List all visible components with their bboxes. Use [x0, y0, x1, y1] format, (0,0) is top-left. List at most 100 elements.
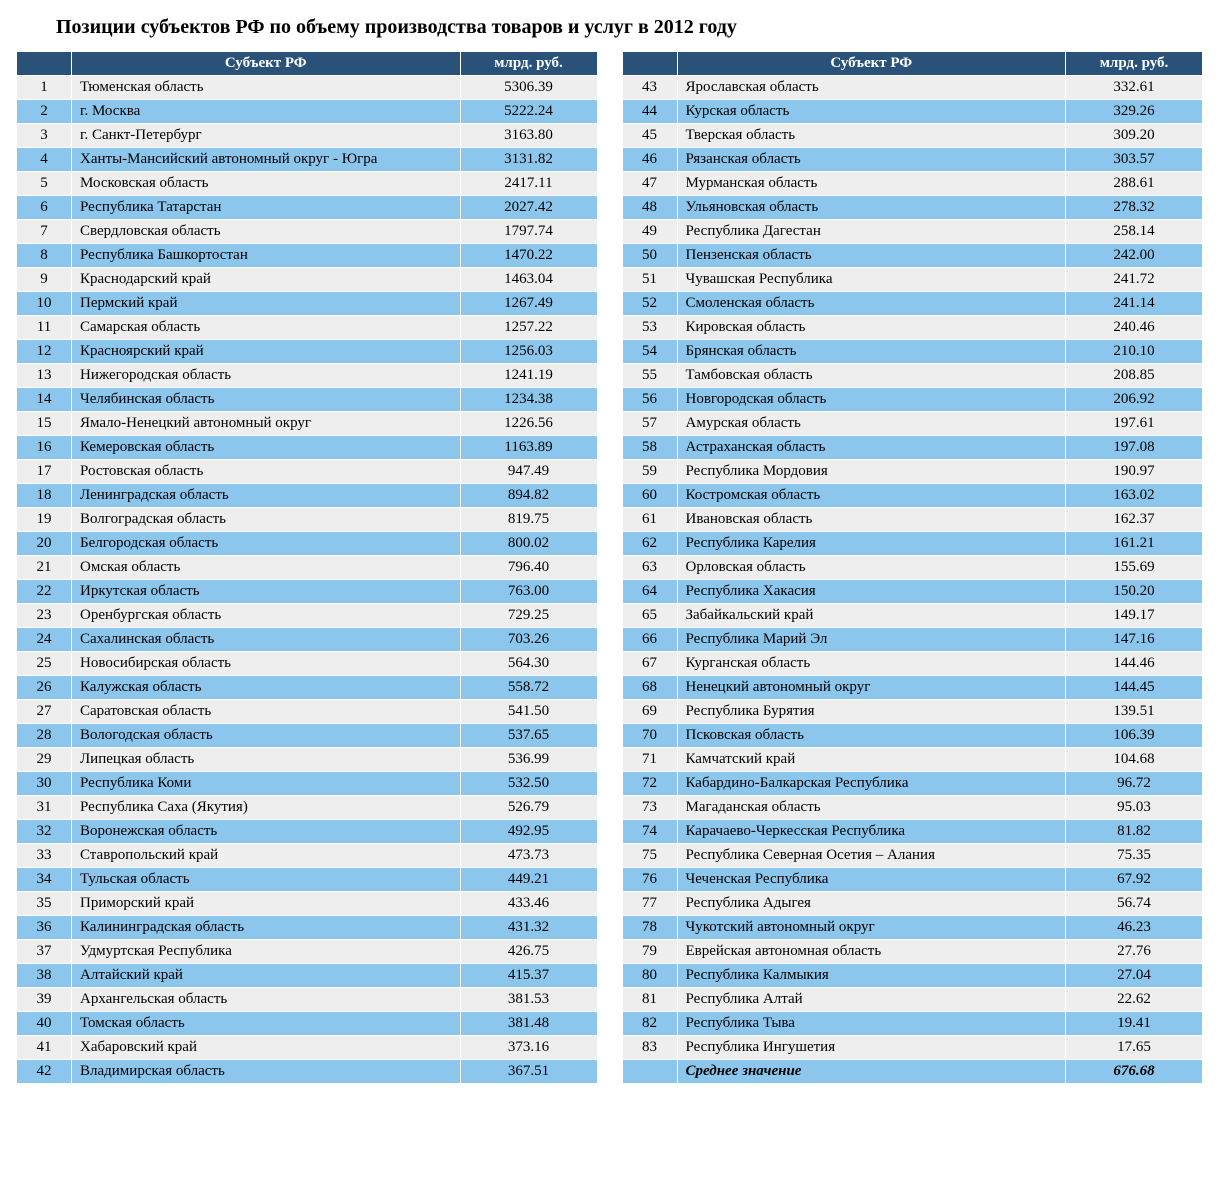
cell-value: 96.72 — [1066, 772, 1203, 796]
table-row: 37Удмуртская Республика426.75 — [17, 940, 598, 964]
cell-name: Республика Адыгея — [677, 892, 1066, 916]
cell-rank: 37 — [17, 940, 72, 964]
cell-name: Республика Северная Осетия – Алания — [677, 844, 1066, 868]
cell-rank: 22 — [17, 580, 72, 604]
cell-value: 106.39 — [1066, 724, 1203, 748]
cell-rank: 2 — [17, 100, 72, 124]
cell-value: 19.41 — [1066, 1012, 1203, 1036]
cell-rank: 71 — [622, 748, 677, 772]
cell-rank: 8 — [17, 244, 72, 268]
cell-value: 433.46 — [460, 892, 597, 916]
cell-rank: 82 — [622, 1012, 677, 1036]
table-row: 52Смоленская область241.14 — [622, 292, 1203, 316]
cell-name: Ленинградская область — [72, 484, 461, 508]
table-row: 18Ленинградская область894.82 — [17, 484, 598, 508]
cell-rank: 65 — [622, 604, 677, 628]
cell-rank: 69 — [622, 700, 677, 724]
cell-rank: 51 — [622, 268, 677, 292]
cell-name: Нижегородская область — [72, 364, 461, 388]
cell-name: Омская область — [72, 556, 461, 580]
cell-value: 95.03 — [1066, 796, 1203, 820]
cell-rank: 32 — [17, 820, 72, 844]
cell-name: Республика Татарстан — [72, 196, 461, 220]
cell-value: 241.72 — [1066, 268, 1203, 292]
table-row: 10Пермский край1267.49 — [17, 292, 598, 316]
table-row: 30Республика Коми532.50 — [17, 772, 598, 796]
cell-name: Орловская область — [677, 556, 1066, 580]
cell-rank: 45 — [622, 124, 677, 148]
header-name: Субъект РФ — [72, 52, 461, 76]
page-title: Позиции субъектов РФ по объему производс… — [16, 16, 1203, 39]
cell-value: 526.79 — [460, 796, 597, 820]
cell-value: 309.20 — [1066, 124, 1203, 148]
cell-rank: 50 — [622, 244, 677, 268]
cell-name: Самарская область — [72, 316, 461, 340]
cell-value: 22.62 — [1066, 988, 1203, 1012]
table-row: 36Калининградская область431.32 — [17, 916, 598, 940]
cell-value: 3163.80 — [460, 124, 597, 148]
table-row: 80Республика Калмыкия27.04 — [622, 964, 1203, 988]
table-row: 11Самарская область1257.22 — [17, 316, 598, 340]
table-row: 77Республика Адыгея56.74 — [622, 892, 1203, 916]
cell-name: Республика Коми — [72, 772, 461, 796]
cell-value: 729.25 — [460, 604, 597, 628]
table-row: 31Республика Саха (Якутия)526.79 — [17, 796, 598, 820]
cell-name: Красноярский край — [72, 340, 461, 364]
left-table: Субъект РФ млрд. руб. 1Тюменская область… — [16, 51, 598, 1084]
cell-value: 536.99 — [460, 748, 597, 772]
cell-rank: 16 — [17, 436, 72, 460]
cell-value: 149.17 — [1066, 604, 1203, 628]
cell-name: Ханты-Мансийский автоном­ный округ - Югр… — [72, 148, 461, 172]
cell-name: Республика Тыва — [677, 1012, 1066, 1036]
cell-rank: 42 — [17, 1060, 72, 1084]
cell-name: Псковская область — [677, 724, 1066, 748]
cell-value: 5222.24 — [460, 100, 597, 124]
table-row: 66Республика Марий Эл147.16 — [622, 628, 1203, 652]
cell-value: 144.46 — [1066, 652, 1203, 676]
right-column: Субъект РФ млрд. руб. 43Ярославская обла… — [622, 51, 1204, 1084]
table-row: 12Красноярский край1256.03 — [17, 340, 598, 364]
cell-name: Новосибирская область — [72, 652, 461, 676]
cell-name: Магаданская область — [677, 796, 1066, 820]
cell-rank: 6 — [17, 196, 72, 220]
cell-rank: 52 — [622, 292, 677, 316]
cell-value: 703.26 — [460, 628, 597, 652]
cell-name: Хабаровский край — [72, 1036, 461, 1060]
table-row: 75Республика Северная Осетия – Алания75.… — [622, 844, 1203, 868]
cell-value: 258.14 — [1066, 220, 1203, 244]
table-row: 24Сахалинская область703.26 — [17, 628, 598, 652]
cell-name: Ненецкий автономный округ — [677, 676, 1066, 700]
cell-name: Республика Ингушетия — [677, 1036, 1066, 1060]
header-value: млрд. руб. — [1066, 52, 1203, 76]
cell-value: 288.61 — [1066, 172, 1203, 196]
table-row: 35Приморский край433.46 — [17, 892, 598, 916]
table-row: 81Республика Алтай22.62 — [622, 988, 1203, 1012]
cell-rank: 72 — [622, 772, 677, 796]
cell-name: Ярославская область — [677, 76, 1066, 100]
cell-rank: 18 — [17, 484, 72, 508]
cell-rank: 75 — [622, 844, 677, 868]
cell-value: 67.92 — [1066, 868, 1203, 892]
table-row: 21Омская область796.40 — [17, 556, 598, 580]
cell-value: 381.48 — [460, 1012, 597, 1036]
cell-rank: 38 — [17, 964, 72, 988]
cell-name: Костромская область — [677, 484, 1066, 508]
cell-rank: 76 — [622, 868, 677, 892]
cell-rank: 28 — [17, 724, 72, 748]
header-value: млрд. руб. — [460, 52, 597, 76]
cell-value: 1267.49 — [460, 292, 597, 316]
table-row: 32Воронежская область492.95 — [17, 820, 598, 844]
cell-rank: 55 — [622, 364, 677, 388]
left-column: Субъект РФ млрд. руб. 1Тюменская область… — [16, 51, 598, 1084]
table-row: 50Пензенская область242.00 — [622, 244, 1203, 268]
table-row: 34Тульская область449.21 — [17, 868, 598, 892]
cell-value: 329.26 — [1066, 100, 1203, 124]
cell-value: 1226.56 — [460, 412, 597, 436]
cell-value: 27.76 — [1066, 940, 1203, 964]
table-row: 62Республика Карелия161.21 — [622, 532, 1203, 556]
cell-name: Ростовская область — [72, 460, 461, 484]
table-row: 20Белгородская область800.02 — [17, 532, 598, 556]
cell-rank: 12 — [17, 340, 72, 364]
cell-rank: 83 — [622, 1036, 677, 1060]
cell-rank: 49 — [622, 220, 677, 244]
